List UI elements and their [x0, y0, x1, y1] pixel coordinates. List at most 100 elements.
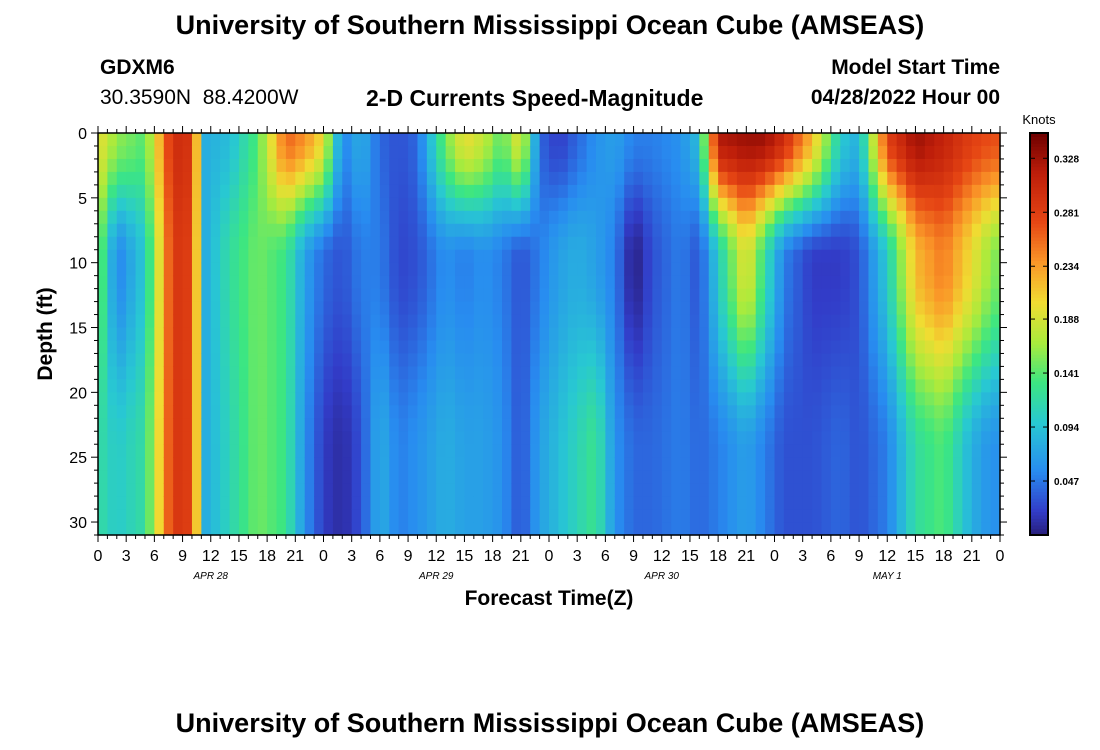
heatmap-cell — [680, 509, 691, 523]
heatmap-cell — [417, 366, 428, 380]
heatmap-cell — [370, 249, 381, 264]
heatmap-cell — [577, 366, 588, 380]
heatmap-cell — [295, 223, 306, 238]
heatmap-cell — [586, 262, 597, 277]
heatmap-cell — [577, 223, 588, 238]
colorbar-segment — [1030, 444, 1048, 449]
heatmap-cell — [981, 197, 992, 212]
colorbar-segment — [1030, 297, 1048, 302]
heatmap-cell — [492, 301, 503, 316]
heatmap-cell — [464, 522, 475, 536]
heatmap-cell — [530, 522, 541, 536]
heatmap-cell — [98, 405, 108, 419]
heatmap-cell — [746, 197, 757, 212]
heatmap-cell — [689, 171, 700, 186]
heatmap-cell — [511, 249, 522, 264]
heatmap-cell — [783, 301, 794, 316]
heatmap-cell — [774, 327, 785, 342]
heatmap-cell — [990, 171, 1001, 186]
heatmap-cell — [915, 249, 926, 264]
y-tick-label: 0 — [78, 126, 87, 143]
heatmap-cell — [361, 236, 372, 251]
heatmap-cell — [971, 210, 982, 225]
heatmap-cell — [285, 197, 296, 212]
heatmap-cell — [492, 184, 503, 199]
heatmap-cell — [126, 197, 137, 212]
heatmap-cell — [417, 353, 428, 368]
heatmap-cell — [276, 288, 287, 303]
heatmap-cell — [210, 184, 221, 199]
heatmap-cell — [135, 184, 146, 199]
heatmap-cell — [849, 249, 860, 264]
heatmap-cell — [652, 301, 663, 316]
heatmap-cell — [201, 431, 212, 445]
heatmap-cell — [408, 444, 419, 458]
heatmap-cell — [361, 158, 372, 173]
heatmap-cell — [680, 197, 691, 212]
heatmap-cell — [408, 327, 419, 342]
heatmap-cell — [567, 418, 578, 432]
x-tick-label: 12 — [202, 548, 220, 565]
heatmap-cell — [821, 197, 832, 212]
heatmap-cell — [577, 262, 588, 277]
heatmap-cell — [755, 275, 766, 290]
heatmap-cell — [642, 366, 653, 380]
heatmap-cell — [718, 366, 729, 380]
heatmap-cell — [173, 171, 184, 186]
heatmap-cell — [182, 133, 193, 147]
heatmap-cell — [586, 457, 597, 471]
heatmap-cell — [990, 288, 1001, 303]
heatmap-cell — [624, 184, 635, 199]
heatmap-cell — [323, 366, 334, 380]
heatmap-cell — [436, 145, 447, 160]
station-coords: 30.3590N 88.4200W — [100, 86, 299, 109]
heatmap-cell — [464, 314, 475, 329]
heatmap-cell — [614, 223, 625, 238]
heatmap-cell — [840, 470, 851, 484]
heatmap-cell — [135, 522, 146, 536]
heatmap-cell — [144, 301, 155, 316]
heatmap-cell — [173, 288, 184, 303]
heatmap-cell — [642, 509, 653, 523]
heatmap-cell — [182, 288, 193, 303]
heatmap-cell — [116, 158, 127, 173]
heatmap-cell — [323, 171, 334, 186]
heatmap-cell — [774, 275, 785, 290]
day-label: MAY 1 — [873, 571, 902, 582]
colorbar-segment — [1030, 146, 1048, 151]
heatmap-cell — [642, 405, 653, 419]
heatmap-cell — [793, 133, 804, 147]
heatmap-cell — [614, 288, 625, 303]
heatmap-cell — [502, 145, 513, 160]
heatmap-cell — [586, 340, 597, 355]
colorbar-segment — [1030, 206, 1048, 211]
heatmap-cell — [417, 197, 428, 212]
heatmap-cell — [934, 288, 945, 303]
heatmap-cell — [840, 379, 851, 393]
heatmap-cell — [595, 223, 606, 238]
heatmap-cell — [314, 301, 325, 316]
heatmap-cell — [417, 171, 428, 186]
heatmap-cell — [577, 405, 588, 419]
heatmap-cell — [370, 340, 381, 355]
heatmap-cell — [624, 509, 635, 523]
heatmap-cell — [436, 197, 447, 212]
heatmap-cell — [323, 457, 334, 471]
colorbar-segment — [1030, 179, 1048, 184]
heatmap-cell — [586, 353, 597, 368]
heatmap-cell — [577, 197, 588, 212]
heatmap-cell — [361, 444, 372, 458]
heatmap-cell — [567, 496, 578, 510]
heatmap-cell — [389, 366, 400, 380]
heatmap-cell — [370, 171, 381, 186]
heatmap-cell — [962, 340, 973, 355]
heatmap-cell — [511, 314, 522, 329]
heatmap-cell — [605, 340, 616, 355]
heatmap-cell — [924, 314, 935, 329]
heatmap-cell — [464, 236, 475, 251]
heatmap-cell — [896, 418, 907, 432]
heatmap-cell — [633, 249, 644, 264]
heatmap-cell — [502, 522, 513, 536]
heatmap-cell — [379, 249, 390, 264]
heatmap-cell — [680, 275, 691, 290]
